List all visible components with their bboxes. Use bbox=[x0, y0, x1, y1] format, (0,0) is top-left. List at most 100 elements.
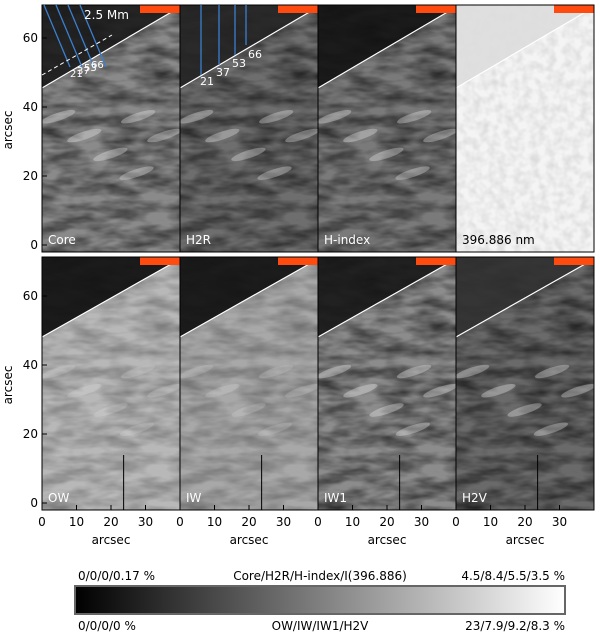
bright-feature bbox=[285, 128, 320, 143]
bright-feature bbox=[395, 166, 430, 180]
x-tick-label: 10 bbox=[483, 515, 498, 529]
x-tick-label: 20 bbox=[103, 515, 118, 529]
colorbar-label: 4.5/8.4/5.5/3.5 % bbox=[461, 569, 565, 583]
x-axis-label: arcsec bbox=[230, 533, 269, 547]
cut-label: 37 bbox=[77, 66, 90, 77]
bright-feature bbox=[147, 128, 182, 143]
red-bar bbox=[554, 257, 594, 265]
bright-feature bbox=[179, 110, 214, 124]
bright-feature bbox=[423, 128, 458, 143]
bright-feature bbox=[533, 422, 569, 436]
bright-feature bbox=[507, 403, 542, 417]
bright-feature bbox=[561, 383, 596, 398]
x-tick-label: 0 bbox=[38, 515, 46, 529]
bright-feature bbox=[205, 383, 240, 398]
x-axis-label: arcsec bbox=[92, 533, 131, 547]
x-tick-label: 10 bbox=[207, 515, 222, 529]
x-tick-label: 10 bbox=[69, 515, 84, 529]
red-bar bbox=[140, 257, 180, 265]
bright-feature bbox=[119, 166, 154, 180]
bright-feature bbox=[178, 364, 214, 379]
bright-feature bbox=[534, 364, 570, 379]
y-tick-label: 60 bbox=[23, 31, 38, 45]
panel: IW bbox=[178, 256, 320, 511]
bright-feature bbox=[258, 364, 294, 379]
bright-feature bbox=[257, 422, 293, 436]
colorbar bbox=[74, 585, 566, 615]
y-axis-label: arcsec bbox=[1, 366, 15, 405]
limb-line bbox=[179, 258, 319, 338]
bright-feature bbox=[481, 383, 516, 398]
bright-feature bbox=[423, 383, 458, 398]
colorbar-label: 0/0/0/0 % bbox=[78, 619, 136, 633]
bright-feature bbox=[119, 422, 155, 436]
cut-label: 53 bbox=[232, 57, 246, 70]
panel: Core bbox=[41, 4, 182, 253]
bright-feature bbox=[231, 403, 266, 417]
cut-label: 37 bbox=[216, 66, 230, 79]
x-tick-label: 20 bbox=[241, 515, 256, 529]
y-axis-label: arcsec bbox=[1, 111, 15, 150]
bright-feature bbox=[67, 383, 102, 398]
y-tick-label: 20 bbox=[23, 427, 38, 441]
bright-feature bbox=[205, 128, 240, 143]
bright-feature bbox=[454, 364, 490, 379]
x-tick-label: 10 bbox=[345, 515, 360, 529]
y-tick-label: 60 bbox=[23, 289, 38, 303]
y-tick-label: 0 bbox=[30, 238, 38, 252]
bright-feature bbox=[67, 128, 102, 143]
y-tick-label: 20 bbox=[23, 169, 38, 183]
panel: IW1 bbox=[316, 256, 458, 511]
y-tick-label: 40 bbox=[23, 100, 38, 114]
limb-line bbox=[455, 258, 595, 338]
panel-label: 396.886 nm bbox=[462, 233, 535, 247]
slit-line bbox=[55, 4, 83, 68]
panel: H-index bbox=[317, 4, 458, 253]
limb-line bbox=[41, 6, 181, 89]
limb-line bbox=[179, 6, 319, 89]
bright-feature bbox=[121, 110, 156, 124]
x-tick-label: 30 bbox=[138, 515, 153, 529]
bright-feature bbox=[396, 364, 432, 379]
panel-label: IW bbox=[186, 491, 202, 505]
x-tick-label: 20 bbox=[379, 515, 394, 529]
colorbar-label: 23/7.9/9.2/8.3 % bbox=[465, 619, 565, 633]
cut-label: 66 bbox=[248, 48, 262, 61]
x-tick-label: 0 bbox=[176, 515, 184, 529]
x-axis-label: arcsec bbox=[368, 533, 407, 547]
bright-feature bbox=[369, 147, 404, 162]
panel: H2V bbox=[454, 256, 596, 511]
bright-feature bbox=[317, 110, 352, 124]
y-tick-label: 40 bbox=[23, 358, 38, 372]
limb-line bbox=[317, 6, 457, 89]
limb-line bbox=[41, 258, 181, 338]
slit-line bbox=[79, 4, 107, 68]
bright-feature bbox=[369, 403, 404, 417]
bright-feature bbox=[147, 383, 182, 398]
red-bar bbox=[416, 257, 456, 265]
panel: 396.886 nm bbox=[455, 4, 595, 253]
colorbar-label: OW/IW/IW1/H2V bbox=[272, 619, 370, 633]
red-bar bbox=[278, 5, 318, 13]
panel-label: IW1 bbox=[324, 491, 347, 505]
bright-feature bbox=[231, 147, 266, 162]
x-axis-label: arcsec bbox=[506, 533, 545, 547]
bright-feature bbox=[395, 422, 431, 436]
bright-feature bbox=[257, 166, 292, 180]
panel-label: H2R bbox=[186, 233, 211, 247]
x-tick-label: 30 bbox=[276, 515, 291, 529]
x-tick-label: 20 bbox=[517, 515, 532, 529]
bright-feature bbox=[343, 383, 378, 398]
slit-line bbox=[43, 4, 71, 68]
slit-line bbox=[67, 4, 95, 68]
bright-feature bbox=[259, 110, 294, 124]
bright-feature bbox=[40, 364, 76, 379]
bright-feature bbox=[41, 110, 76, 124]
panel-label: Core bbox=[48, 233, 76, 247]
x-tick-label: 30 bbox=[552, 515, 567, 529]
bright-feature bbox=[93, 147, 128, 162]
x-tick-label: 0 bbox=[314, 515, 322, 529]
cut-label: 21 bbox=[200, 75, 214, 88]
x-tick-label: 30 bbox=[414, 515, 429, 529]
